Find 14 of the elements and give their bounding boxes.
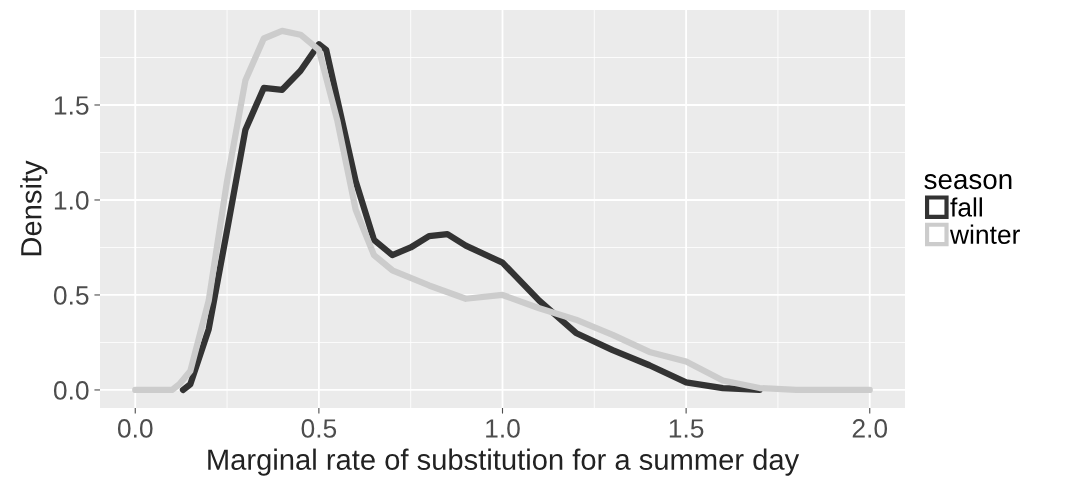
y-axis-title: Density — [20, 160, 48, 256]
x-tick-label: 1.5 — [669, 419, 704, 438]
y-tick-label: 0.5 — [53, 286, 89, 305]
y-tick-label: 1.5 — [54, 96, 89, 115]
y-tick-label: 0.0 — [53, 381, 89, 400]
x-tick-label: 0.5 — [301, 419, 337, 438]
legend-title: season — [924, 174, 1012, 190]
x-tick-label: 1.0 — [486, 419, 520, 438]
x-tick-label: 2.0 — [852, 419, 888, 438]
legend-label: fall — [950, 197, 982, 217]
y-tick-label: 1.0 — [54, 191, 89, 210]
x-axis-title: Marginal rate of substitution for a summer day — [208, 448, 800, 476]
legend-label: winter — [949, 224, 1020, 244]
x-tick-label: 0.0 — [117, 419, 153, 438]
